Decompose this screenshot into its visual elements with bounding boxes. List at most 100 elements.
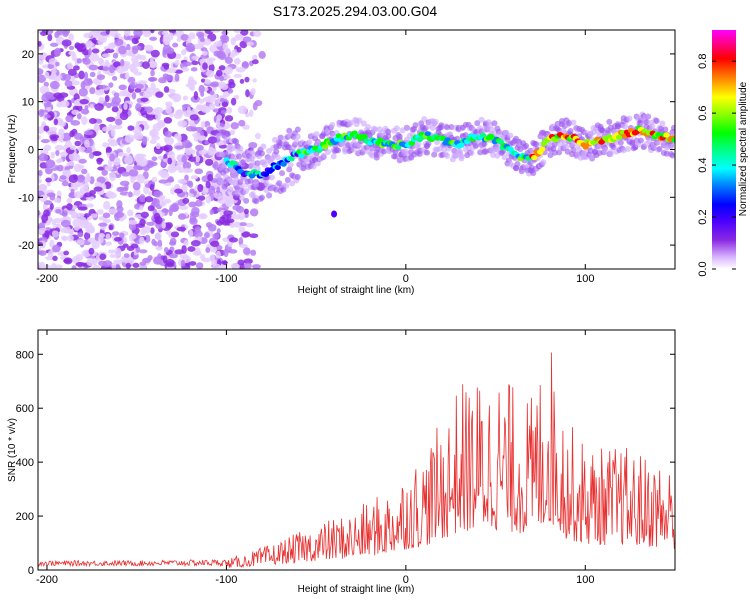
spectrogram-speckle xyxy=(244,76,250,83)
spectrogram-speckle xyxy=(70,80,80,86)
spectrogram-speckle xyxy=(94,181,102,188)
spectrogram-speckle xyxy=(137,80,148,85)
spectrogram-speckle xyxy=(58,121,66,127)
spectrogram-speckle xyxy=(38,169,43,177)
spectrogram-speckle xyxy=(251,59,259,65)
spectrogram-speckle xyxy=(147,76,158,82)
spectrogram-speckle xyxy=(109,153,115,162)
spectrogram-halo xyxy=(477,149,484,156)
spectrogram-speckle xyxy=(49,202,54,211)
spectrogram-peak xyxy=(377,137,384,143)
spectrogram-speckle xyxy=(73,153,81,162)
spectrogram-speckle xyxy=(122,243,129,248)
spectrogram-halo xyxy=(279,170,286,177)
spectrogram-speckle xyxy=(215,250,221,259)
spectrogram-speckle xyxy=(133,188,141,196)
spectrogram-halo xyxy=(294,133,301,140)
spectrogram-ytick-label: 20 xyxy=(22,49,34,61)
spectrogram-speckle xyxy=(205,247,211,254)
spectrogram-halo xyxy=(434,139,441,146)
spectrogram-speckle xyxy=(198,195,206,201)
spectrogram-speckle xyxy=(195,155,201,163)
spectrogram-xtick-label: -200 xyxy=(36,273,58,285)
spectrogram-speckle xyxy=(239,30,249,36)
spectrogram-speckle xyxy=(97,57,103,65)
spectrogram-speckle xyxy=(205,222,213,228)
spectrogram-speckle xyxy=(144,196,154,203)
spectrogram-halo xyxy=(313,131,320,138)
spectrogram-speckle xyxy=(167,164,177,174)
spectrogram-speckle xyxy=(116,200,123,209)
spectrogram-speckle xyxy=(174,145,185,150)
spectrogram-speckle xyxy=(51,230,59,238)
spectrogram-speckle xyxy=(227,88,234,94)
spectrogram-speckle xyxy=(176,37,182,42)
spectrogram-speckle xyxy=(76,239,85,246)
spectrogram-speckle xyxy=(164,198,172,204)
spectrogram-speckle xyxy=(121,171,130,177)
spectrogram-speckle xyxy=(245,222,254,228)
spectrogram-speckle xyxy=(78,70,85,80)
spectrogram-speckle xyxy=(147,255,153,261)
spectrogram-halo xyxy=(457,148,464,155)
spectrogram-speckle xyxy=(91,48,100,54)
spectrogram-speckle xyxy=(116,65,125,74)
spectrogram-speckle xyxy=(128,191,133,198)
spectrogram-speckle xyxy=(186,46,196,53)
spectrogram-halo xyxy=(557,141,564,148)
spectrogram-halo xyxy=(451,147,458,154)
spectrogram-halo xyxy=(266,191,273,198)
spectrogram-halo xyxy=(238,194,245,201)
spectrogram-speckle xyxy=(138,249,148,254)
spectrogram-speckle xyxy=(211,263,222,269)
spectrogram-speckle xyxy=(189,261,197,266)
spectrogram-speckle xyxy=(48,58,58,65)
spectrogram-speckle xyxy=(151,135,160,141)
spectrogram-speckle xyxy=(120,257,128,263)
spectrogram-speckle xyxy=(64,80,73,87)
spectrogram-halo xyxy=(372,126,379,133)
spectrogram-speckle xyxy=(134,83,144,90)
spectrogram-speckle xyxy=(189,214,197,223)
chart-title: S173.2025.294.03.00.G04 xyxy=(273,3,437,19)
spectrogram-speckle xyxy=(161,208,170,213)
spectrogram-speckle xyxy=(92,151,102,157)
spectrogram-speckle xyxy=(139,218,146,226)
spectrogram-speckle xyxy=(210,240,220,248)
spectrogram-peak xyxy=(582,144,589,150)
spectrogram-halo xyxy=(235,153,242,160)
spectrogram-speckle xyxy=(59,175,67,180)
spectrogram-speckle xyxy=(113,237,122,242)
spectrogram-ytick-label: 10 xyxy=(22,97,34,109)
spectrogram-halo xyxy=(276,180,283,187)
spectrogram-speckle xyxy=(187,246,196,252)
spectrogram-speckle xyxy=(165,178,175,183)
spectrogram-speckle xyxy=(51,68,57,74)
spectrogram-speckle xyxy=(135,103,142,112)
spectrogram-speckle xyxy=(225,198,234,208)
spectrogram-speckle xyxy=(155,246,163,251)
spectrogram-speckle xyxy=(53,118,59,126)
colorbar-ticks: 0.0 0.2 0.4 0.6 0.8 xyxy=(697,54,736,277)
spectrogram-speckle xyxy=(146,221,155,226)
spectrogram-speckle xyxy=(192,251,202,256)
spectrogram-peak xyxy=(497,139,504,145)
spectrogram-speckle xyxy=(186,168,193,173)
spectrogram-speckle xyxy=(105,190,115,198)
spectrogram-halo xyxy=(228,179,235,186)
colorbar-tick-label: 0.2 xyxy=(697,209,709,224)
spectrogram-speckle xyxy=(49,42,59,47)
spectrogram-speckle xyxy=(88,247,95,255)
spectrogram-speckle xyxy=(111,262,117,269)
spectrogram-speckle xyxy=(38,230,45,235)
spectrogram-speckle xyxy=(207,147,217,156)
spectrogram-speckle xyxy=(73,191,84,199)
spectrogram-speckle xyxy=(89,71,96,78)
spectrogram-speckle xyxy=(208,103,216,110)
spectrogram-speckle xyxy=(186,106,192,116)
spectrogram-peak xyxy=(671,137,675,143)
spectrogram-halo xyxy=(514,161,521,168)
spectrogram-speckle xyxy=(114,124,123,130)
spectrogram-speckle xyxy=(216,228,221,234)
